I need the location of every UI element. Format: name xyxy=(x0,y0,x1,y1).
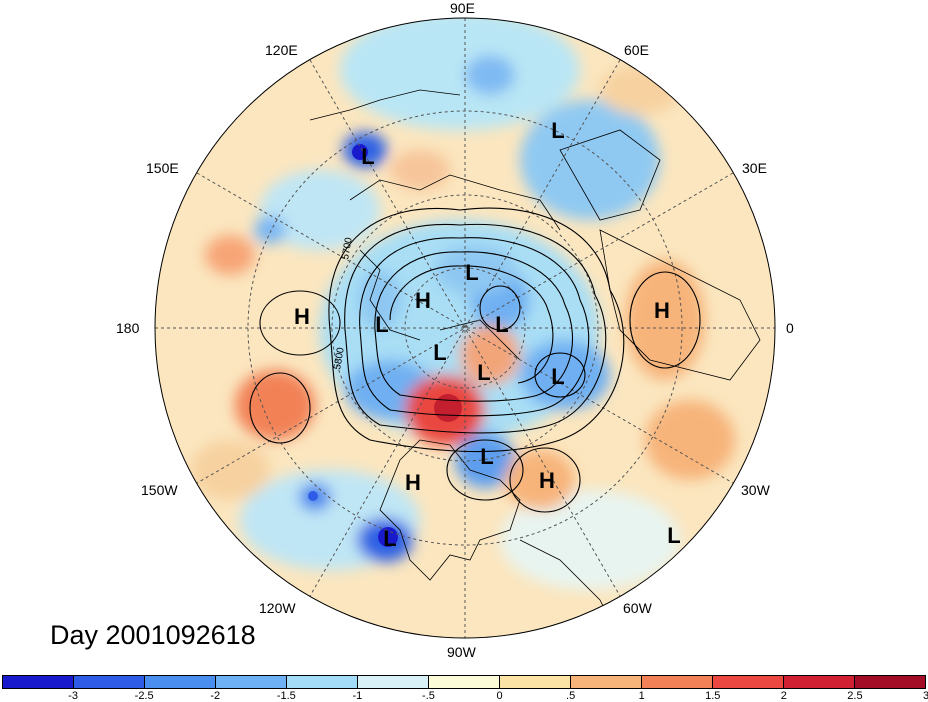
map-boundary xyxy=(154,17,776,639)
polar-map: 5700 5800 L L L L H L L L L H H H L H H … xyxy=(154,17,776,639)
colorbar-swatch xyxy=(429,676,500,688)
colorbar-swatch xyxy=(216,676,287,688)
longitude-label-60e: 60E xyxy=(624,42,649,58)
colorbar-swatch xyxy=(571,676,642,688)
low-center: L xyxy=(477,360,490,385)
high-center: H xyxy=(654,298,670,323)
colorbar-swatch xyxy=(500,676,571,688)
colorbar-tick-label: 2 xyxy=(780,690,787,702)
low-center: L xyxy=(551,118,564,143)
low-center: L xyxy=(667,523,680,548)
colorbar-tick-label: 2.5 xyxy=(847,690,863,702)
colorbar-tick-label: -.5 xyxy=(422,690,435,702)
colorbar-tick-label: 1.5 xyxy=(705,690,721,702)
colorbar-tick-label: 3 xyxy=(922,690,928,702)
low-center: L xyxy=(383,526,396,551)
colorbar-tick-label: -2.5 xyxy=(134,690,154,702)
high-center: H xyxy=(415,288,431,313)
colorbar-swatch xyxy=(642,676,713,688)
anomaly-shading xyxy=(155,18,775,638)
colorbar-tick-label: 1 xyxy=(638,690,645,702)
low-center: L xyxy=(375,312,388,337)
coastlines xyxy=(309,89,761,638)
colorbar-swatch xyxy=(855,676,925,688)
pressure-centers: L L L L H L L L L H H H L H H L L xyxy=(294,118,681,551)
longitude-label-60w: 60W xyxy=(623,600,652,616)
low-center: L xyxy=(433,340,446,365)
longitude-label-180: 180 xyxy=(116,320,140,336)
low-center: L xyxy=(361,144,374,169)
colorbar-tick-label: .5 xyxy=(566,690,576,702)
longitude-label-150w: 150W xyxy=(141,482,178,498)
low-center: L xyxy=(480,444,493,469)
colorbar xyxy=(2,675,926,689)
day-title: Day 2001092618 xyxy=(50,620,256,650)
longitude-label-120w: 120W xyxy=(259,600,296,616)
colorbar-tick-label: -1 xyxy=(352,690,363,702)
colorbar-swatch xyxy=(145,676,216,688)
longitude-label-150e: 150E xyxy=(146,160,179,176)
colorbar-swatch xyxy=(358,676,429,688)
high-center: H xyxy=(539,468,555,493)
colorbar-swatch xyxy=(784,676,855,688)
longitude-label-30e: 30E xyxy=(742,160,767,176)
colorbar-swatch xyxy=(287,676,358,688)
high-center: H xyxy=(405,470,421,495)
low-center: L xyxy=(551,364,564,389)
graticule xyxy=(155,18,775,638)
high-center: H xyxy=(294,304,310,329)
low-center: L xyxy=(495,312,508,337)
colorbar-swatch xyxy=(713,676,784,688)
colorbar-tick-label: -3 xyxy=(68,690,78,702)
longitude-label-0: 0 xyxy=(786,320,794,336)
colorbar-tick-label: 0 xyxy=(496,690,503,702)
longitude-label-90w: 90W xyxy=(447,644,476,660)
contour-label-5700: 5700 xyxy=(340,236,355,260)
colorbar-tick-label: -1.5 xyxy=(276,690,296,702)
longitude-label-30w: 30W xyxy=(741,482,770,498)
longitude-label-90e: 90E xyxy=(450,0,475,16)
colorbar-tick-label: -2 xyxy=(210,690,221,702)
colorbar-swatch xyxy=(3,676,74,688)
low-center: L xyxy=(465,260,478,285)
colorbar-swatch xyxy=(74,676,145,688)
longitude-label-120e: 120E xyxy=(265,42,298,58)
height-contours xyxy=(249,207,701,513)
contour-label-5800: 5800 xyxy=(332,346,347,370)
